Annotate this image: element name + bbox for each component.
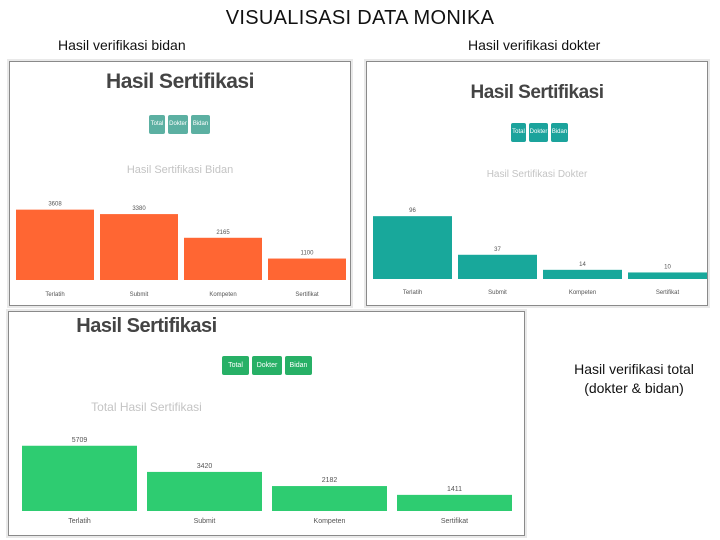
- data-label: 37: [494, 247, 501, 253]
- chart-title: Total Hasil Sertifikasi: [91, 400, 202, 414]
- bar-sertifikat: [268, 258, 346, 280]
- bar-kompeten: [272, 486, 387, 511]
- panel-heading: Hasil Sertifikasi: [106, 70, 254, 93]
- dokter-screenshot-panel: Hasil Sertifikasi Total Dokter Bidan Has…: [366, 61, 708, 306]
- data-label: 3608: [48, 202, 62, 208]
- bar-kompeten: [543, 269, 622, 279]
- data-label: 96: [409, 208, 416, 214]
- data-label: 5709: [72, 437, 88, 444]
- category-label: Submit: [130, 292, 149, 298]
- bar-submit: [100, 214, 178, 280]
- filter-bidan-button[interactable]: Bidan: [551, 123, 568, 142]
- bar-kompeten: [184, 237, 262, 280]
- category-label: Submit: [488, 290, 507, 296]
- bar-terlatih: [373, 216, 452, 279]
- data-label: 1100: [301, 251, 315, 257]
- data-label: 10: [664, 264, 671, 270]
- filter-dokter-button[interactable]: Dokter: [529, 123, 548, 142]
- total-bar-chart: 5709 Terlatih 3420 Submit 2182 Kompeten 1411 Se…: [22, 437, 512, 525]
- data-label: 1411: [447, 486, 462, 493]
- bar-sertifikat: [397, 494, 512, 511]
- data-label: 3420: [197, 463, 213, 470]
- data-label: 3380: [132, 206, 146, 212]
- category-label: Submit: [194, 518, 216, 525]
- filter-total-button[interactable]: Total: [511, 123, 526, 142]
- filter-total-button[interactable]: Total: [222, 356, 249, 375]
- chart-title: Hasil Sertifikasi Bidan: [126, 164, 234, 176]
- caption-total-line2: (dokter & bidan): [584, 380, 684, 396]
- category-label: Terlatih: [403, 290, 422, 296]
- bidan-screenshot-panel: Hasil Sertifikasi Total Dokter Bidan Has…: [9, 61, 351, 306]
- bar-submit: [458, 254, 537, 279]
- filter-button-group: Total Dokter Bidan: [511, 123, 568, 142]
- bidan-bar-chart: 3608 Terlatih 3380 Submit 2165 Kompeten 1100 Se…: [16, 202, 346, 298]
- data-label: 2182: [322, 477, 338, 484]
- category-label: Terlatih: [68, 518, 91, 525]
- filter-total-button[interactable]: Total: [149, 115, 165, 134]
- caption-dokter: Hasil verifikasi dokter: [468, 37, 601, 53]
- filter-dokter-button[interactable]: Dokter: [252, 356, 282, 375]
- slide-title: VISUALISASI DATA MONIKA: [225, 7, 495, 29]
- bar-terlatih: [16, 209, 94, 280]
- filter-bidan-button[interactable]: Bidan: [285, 356, 312, 375]
- caption-bidan: Hasil verifikasi bidan: [58, 37, 186, 53]
- category-label: Kompeten: [209, 292, 236, 298]
- category-label: Terlatih: [45, 292, 64, 298]
- data-label: 2165: [216, 230, 230, 236]
- category-label: Sertifikat: [295, 292, 319, 298]
- filter-button-group: Total Dokter Bidan: [222, 356, 312, 375]
- category-label: Sertifikat: [441, 518, 468, 525]
- category-label: Kompeten: [314, 518, 346, 525]
- filter-dokter-button[interactable]: Dokter: [168, 115, 188, 134]
- caption-total: Hasil verifikasi total (dokter & bidan): [554, 360, 714, 398]
- bar-sertifikat: [628, 272, 707, 279]
- dokter-bar-chart: 96 Terlatih 37 Submit 14 Kompeten 10 Sertifikat: [373, 208, 707, 296]
- bar-submit: [147, 471, 262, 511]
- category-label: Kompeten: [569, 290, 596, 296]
- total-screenshot-panel: Hasil Sertifikasi Total Dokter Bidan Tot…: [8, 311, 525, 536]
- caption-total-line1: Hasil verifikasi total: [574, 361, 694, 377]
- filter-bidan-button[interactable]: Bidan: [191, 115, 210, 134]
- panel-heading: Hasil Sertifikasi: [76, 315, 217, 337]
- bar-terlatih: [22, 445, 137, 511]
- chart-title: Hasil Sertifikasi Dokter: [486, 169, 588, 180]
- data-label: 14: [579, 262, 586, 268]
- filter-button-group: Total Dokter Bidan: [149, 115, 210, 134]
- category-label: Sertifikat: [656, 290, 680, 296]
- panel-heading: Hasil Sertifikasi: [470, 82, 604, 103]
